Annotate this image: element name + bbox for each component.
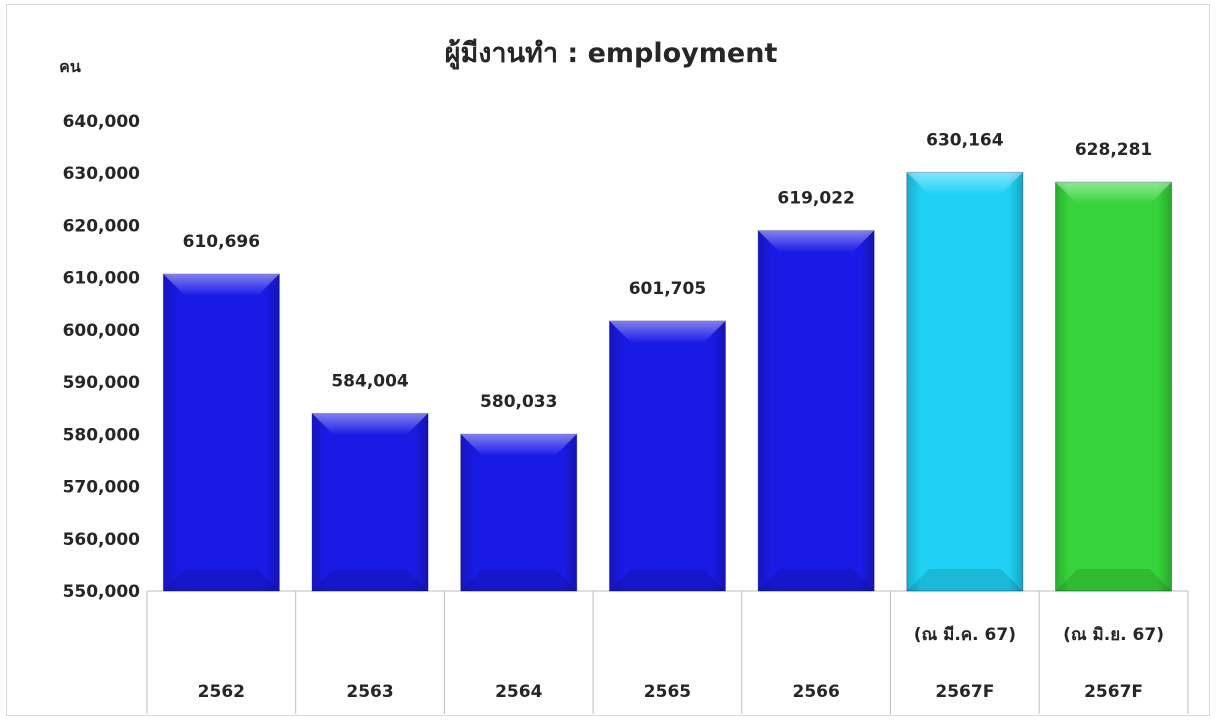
category-label: 2565 xyxy=(644,682,691,702)
category-label: 2563 xyxy=(346,682,393,702)
category-label: 2564 xyxy=(495,682,542,702)
data-labels: 610,696 584,004 580,033 601,705 619,022 630,1… xyxy=(183,130,1153,412)
y-tick-label: 570,000 xyxy=(63,478,141,498)
x-axis-categories: 2562 2563 2564 2565 2566 (ณ มี.ค. 67) 2567F (ณ … xyxy=(198,624,1164,702)
data-label: 580,033 xyxy=(480,392,557,412)
y-tick-label: 590,000 xyxy=(63,373,141,393)
y-axis-unit-label: คน xyxy=(59,57,81,76)
y-tick-label: 550,000 xyxy=(63,582,141,602)
y-tick-label: 600,000 xyxy=(63,321,141,341)
bar xyxy=(906,171,1024,592)
category-label: 2562 xyxy=(198,682,245,702)
bar xyxy=(608,320,726,592)
data-label: 630,164 xyxy=(926,130,1004,150)
y-tick-label: 580,000 xyxy=(63,425,141,445)
y-tick-label: 560,000 xyxy=(63,530,141,550)
category-label: 2567F xyxy=(1084,682,1143,702)
y-axis-ticks: 550,000 560,000 570,000 580,000 590,000 600,0… xyxy=(63,112,141,602)
y-tick-label: 630,000 xyxy=(63,164,141,184)
y-tick-label: 640,000 xyxy=(63,112,141,132)
data-label: 601,705 xyxy=(629,279,706,299)
data-label: 584,004 xyxy=(331,371,409,391)
data-label: 628,281 xyxy=(1075,140,1152,160)
data-label: 610,696 xyxy=(183,232,260,252)
bar xyxy=(162,273,280,592)
category-sublabel: (ณ มิ.ย. 67) xyxy=(1063,625,1164,645)
category-label: 2567F xyxy=(935,682,994,702)
bar xyxy=(1055,181,1173,592)
chart-title: ผู้มีงานทำ : employment xyxy=(445,38,778,70)
bar xyxy=(311,412,429,592)
data-label: 619,022 xyxy=(777,189,854,209)
category-sublabel: (ณ มี.ค. 67) xyxy=(914,624,1016,645)
bar xyxy=(460,433,578,592)
category-label: 2566 xyxy=(792,682,839,702)
bar-series xyxy=(162,171,1173,592)
y-tick-label: 610,000 xyxy=(63,269,141,289)
y-tick-label: 620,000 xyxy=(63,216,141,236)
bar xyxy=(757,230,875,592)
